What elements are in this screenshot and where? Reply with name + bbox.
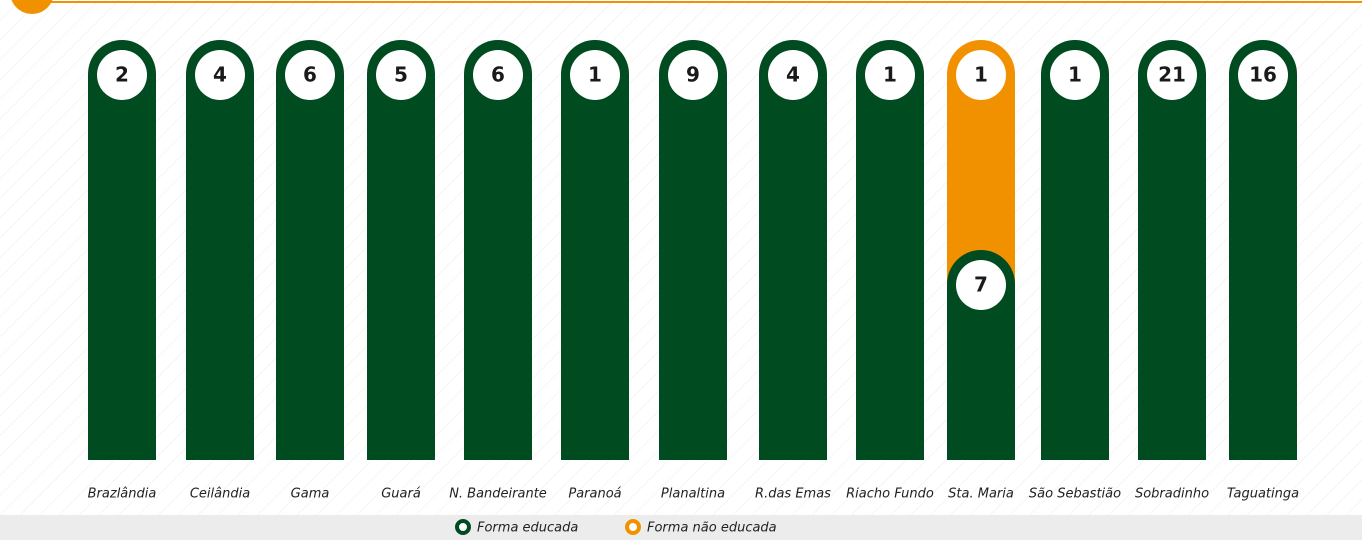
bar — [367, 40, 435, 460]
legend-label: Forma educada — [477, 521, 578, 536]
value-badge — [1147, 50, 1197, 100]
value-label: 2 — [115, 63, 129, 87]
value-label: 1 — [974, 63, 988, 87]
value-badge — [376, 50, 426, 100]
bar — [1138, 40, 1206, 460]
legend-band — [0, 515, 1362, 540]
value-label: 4 — [213, 63, 227, 87]
bar — [856, 40, 924, 460]
value-badge — [285, 50, 335, 100]
value-badge — [97, 50, 147, 100]
bar — [1229, 40, 1297, 460]
header-badge — [11, 0, 53, 14]
legend-marker — [625, 519, 641, 535]
value-label: 7 — [974, 273, 988, 297]
bar — [276, 40, 344, 460]
value-label: 5 — [394, 63, 408, 87]
value-badge — [1238, 50, 1288, 100]
x-tick-label: Gama — [291, 487, 330, 502]
bar — [88, 40, 156, 460]
x-tick-label: Riacho Fundo — [846, 487, 934, 502]
value-label: 21 — [1158, 63, 1186, 87]
x-tick-label: Planaltina — [661, 487, 725, 502]
value-badge — [956, 260, 1006, 310]
bar — [464, 40, 532, 460]
x-tick-label: Guará — [381, 487, 421, 502]
value-label: 16 — [1249, 63, 1277, 87]
x-tick-label: Paranoá — [568, 487, 621, 502]
bar — [186, 40, 254, 460]
x-tick-label: Taguatinga — [1227, 487, 1299, 502]
value-label: 6 — [491, 63, 505, 87]
value-badge — [956, 50, 1006, 100]
value-label: 1 — [1068, 63, 1082, 87]
value-label: 1 — [883, 63, 897, 87]
bar — [759, 40, 827, 460]
bar — [1041, 40, 1109, 460]
bar — [561, 40, 629, 460]
value-badge — [865, 50, 915, 100]
legend-label: Forma não educada — [647, 521, 777, 536]
value-badge — [668, 50, 718, 100]
value-badge — [768, 50, 818, 100]
x-tick-label: Brazlândia — [88, 487, 157, 502]
x-tick-label: Sobradinho — [1135, 487, 1209, 502]
value-badge — [195, 50, 245, 100]
x-tick-label: Sta. Maria — [948, 487, 1014, 502]
value-label: 1 — [588, 63, 602, 87]
value-label: 4 — [786, 63, 800, 87]
value-badge — [570, 50, 620, 100]
value-badge — [473, 50, 523, 100]
x-tick-label: São Sebastião — [1029, 487, 1121, 502]
x-tick-label: R.das Emas — [755, 487, 831, 502]
legend-marker — [455, 519, 471, 535]
value-label: 9 — [686, 63, 700, 87]
value-label: 6 — [303, 63, 317, 87]
x-tick-label: N. Bandeirante — [449, 487, 547, 502]
value-badge — [1050, 50, 1100, 100]
x-tick-label: Ceilândia — [190, 487, 250, 502]
bar — [659, 40, 727, 460]
